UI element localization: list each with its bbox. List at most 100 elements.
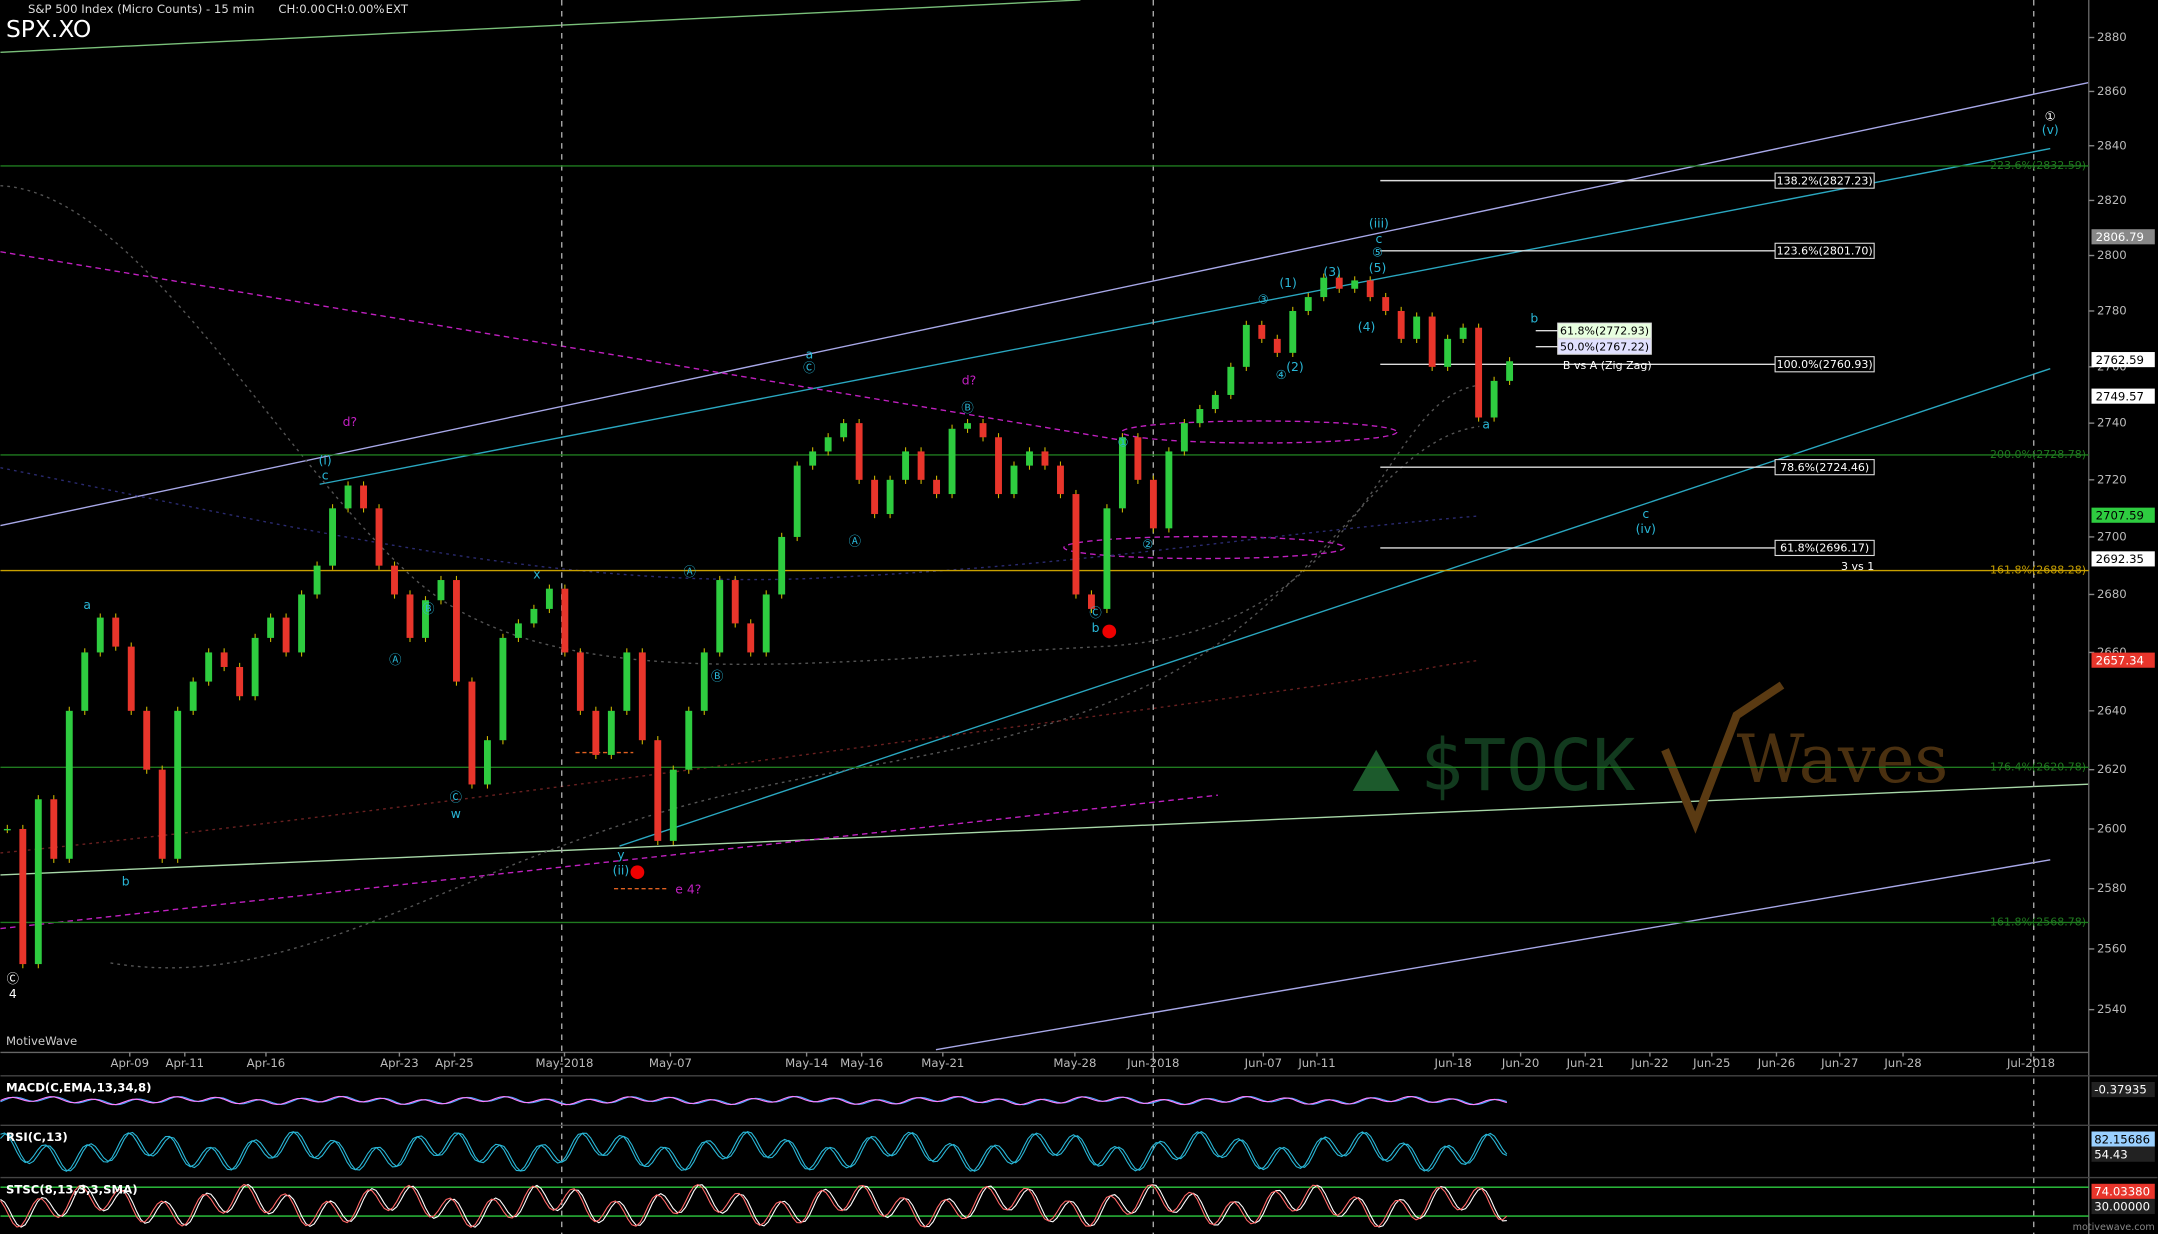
candle (1351, 280, 1359, 289)
indicator-line (0, 1183, 1508, 1228)
watermark-text: Waves (1737, 721, 1949, 798)
wave-label: Ⓒ (803, 361, 815, 375)
wave-label: (v) (2042, 123, 2059, 137)
x-tick-label: Jun-26 (1757, 1056, 1795, 1070)
price-tag (2091, 388, 2155, 404)
extension-label: 200.0%(2728.78) (1990, 448, 2086, 461)
candle (499, 637, 507, 741)
candle (1087, 594, 1095, 609)
candle (1118, 437, 1126, 509)
indicator-name: RSI(C,13) (6, 1130, 68, 1144)
candle (220, 652, 228, 667)
candle (483, 740, 491, 785)
candle (127, 646, 135, 711)
candle (809, 451, 817, 466)
x-tick-label: Jun-18 (1434, 1056, 1472, 1070)
candle (964, 423, 971, 429)
x-tick-label: Jun-27 (1820, 1056, 1858, 1070)
trend-line (0, 794, 1219, 930)
candle (375, 508, 383, 566)
indicator-name: MACD(C,EMA,13,34,8) (6, 1081, 152, 1095)
candle (592, 710, 600, 755)
candle (530, 608, 538, 624)
candle (1475, 327, 1483, 418)
candle (1072, 494, 1080, 595)
wave-label: (i) (319, 453, 332, 467)
fib-label: 50.0%(2767.22) (1560, 340, 1649, 353)
watermark-logo (1352, 749, 1400, 792)
y-tick-label: 2620 (2097, 762, 2127, 776)
wave-label: (iii) (1369, 217, 1389, 231)
wave-label: a (806, 347, 814, 361)
indicator-reading-box (2091, 1146, 2155, 1162)
candle (251, 637, 259, 697)
candle (96, 617, 104, 653)
y-tick-label: 2820 (2097, 193, 2127, 207)
x-tick-label: May-07 (649, 1056, 692, 1070)
candle (561, 588, 569, 653)
indicator-line (0, 1131, 1508, 1172)
wave-label: (ii) (613, 863, 630, 877)
wave-label: (5) (1369, 261, 1387, 275)
wave-label: c (322, 468, 329, 482)
candle (1041, 451, 1049, 466)
candle (607, 710, 615, 755)
wave-label: x (533, 568, 540, 582)
indicator-reading: 54.43 (2094, 1147, 2127, 1161)
candle (1010, 465, 1018, 495)
fib-label-box (1774, 539, 1875, 557)
candle (406, 594, 414, 638)
price-tag-label: 2707.59 (2096, 508, 2144, 522)
fib-label: 138.2%(2827.23) (1777, 174, 1873, 187)
candle (1459, 327, 1467, 339)
indicator-reading: 30.00000 (2094, 1200, 2150, 1214)
candle (1057, 465, 1064, 495)
candle (1273, 338, 1281, 353)
candle (1366, 280, 1374, 298)
candle (1444, 338, 1452, 367)
candle (948, 428, 956, 495)
candle (1335, 277, 1343, 289)
wave-label: b (1530, 312, 1538, 326)
y-tick-label: 2600 (2097, 821, 2127, 835)
x-tick-label: Apr-23 (380, 1056, 419, 1070)
moving-average (0, 467, 1480, 581)
x-tick-label: May-2018 (536, 1056, 594, 1070)
x-tick-label: Jun-11 (1297, 1056, 1335, 1070)
y-tick-label: 2580 (2097, 881, 2127, 895)
indicator-reading: 82.15686 (2094, 1132, 2150, 1146)
candle (871, 479, 879, 515)
candle (669, 769, 677, 841)
watermark-text: $TOCK (1420, 724, 1635, 807)
candle (3, 828, 11, 831)
fib-label-box (1774, 459, 1875, 476)
wave-label: w (451, 807, 461, 821)
channel-line (0, 81, 2089, 527)
x-tick-label: Apr-25 (435, 1056, 474, 1070)
wave-label: ① (2045, 109, 2056, 123)
candle (65, 710, 73, 859)
change: CH:0.00 (278, 2, 325, 16)
wave-label: (4) (1358, 320, 1376, 334)
price-tag-label: 2806.79 (2096, 230, 2144, 244)
candle (638, 652, 646, 741)
candle (267, 617, 275, 638)
wave-label: ① (1117, 435, 1128, 449)
wave-label: Ⓒ (7, 972, 19, 986)
candle (468, 681, 476, 785)
wave-label: a (1482, 418, 1490, 432)
wave-label: ⑤ (1372, 246, 1383, 260)
candle (902, 451, 910, 480)
x-tick-label: Jun-20 (1501, 1056, 1539, 1070)
wave-label: Ⓑ (422, 602, 434, 616)
candle (1134, 437, 1142, 480)
candle (1397, 310, 1405, 339)
alert-icon (1102, 624, 1117, 639)
wave-label: (iv) (1636, 522, 1656, 536)
candle (189, 681, 197, 711)
extension-label: 161.8%(2688.28) (1990, 564, 2086, 577)
